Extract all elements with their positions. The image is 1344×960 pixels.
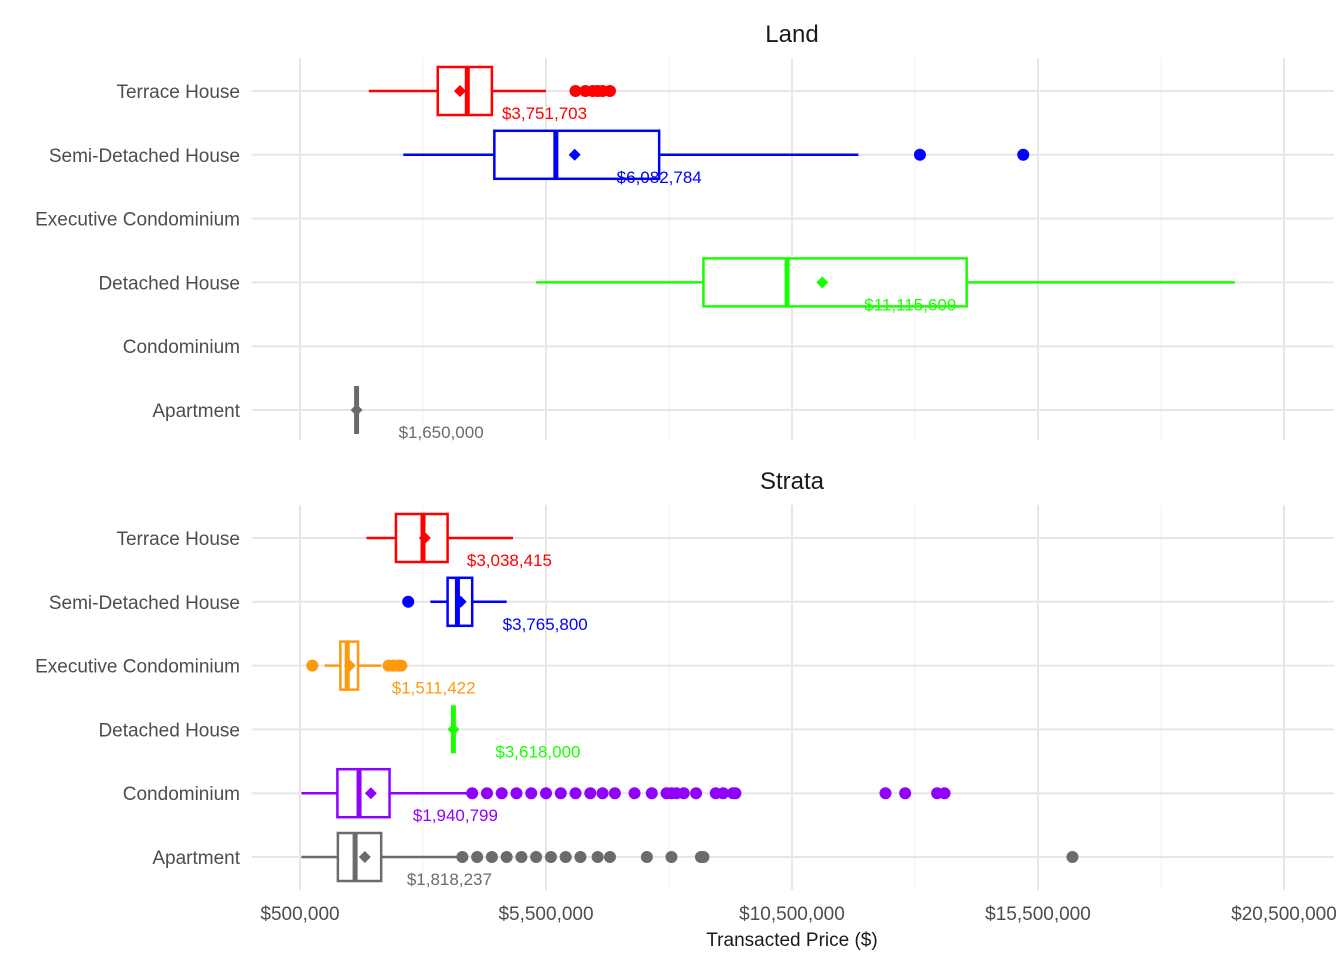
y-tick-label: Apartment — [152, 848, 240, 869]
outlier-point — [466, 787, 479, 800]
outlier-point — [495, 787, 508, 800]
mean-label: $3,751,703 — [502, 104, 587, 123]
mean-label: $6,082,784 — [617, 168, 702, 187]
box-condominium: $1,940,799 — [301, 767, 951, 825]
outlier-point — [690, 787, 703, 800]
outlier-point — [591, 851, 604, 863]
outlier-point — [640, 851, 653, 863]
y-tick-label: Terrace House — [116, 529, 240, 550]
x-tick-label: $500,000 — [260, 904, 339, 925]
box-apartment: $1,818,237 — [301, 831, 1079, 889]
facet-strata: Terrace House Semi-Detached House Executiv… — [35, 468, 1334, 890]
mean-label: $3,618,000 — [495, 742, 580, 761]
y-tick-label: Detached House — [98, 273, 240, 294]
outlier-point — [677, 787, 690, 800]
outlier-point — [628, 787, 641, 800]
outlier-point — [525, 787, 538, 800]
y-tick-label: Semi-Detached House — [49, 593, 240, 614]
y-tick-label: Executive Condominium — [35, 657, 240, 678]
mean-marker — [453, 85, 466, 97]
iqr-box — [336, 767, 391, 819]
outlier-point — [879, 787, 892, 800]
mean-marker — [568, 148, 581, 161]
y-tick-label: Executive Condominium — [35, 210, 240, 231]
outlier-point — [717, 787, 730, 800]
outlier-point — [395, 659, 408, 672]
outlier-point — [938, 787, 951, 800]
outlier-point — [603, 851, 616, 863]
y-tick-label: Terrace House — [116, 82, 240, 103]
x-tick-label: $10,500,000 — [739, 904, 845, 925]
box-apartment: $1,650,000 — [350, 386, 484, 442]
outlier-point — [510, 787, 523, 800]
mean-marker — [350, 404, 363, 416]
y-tick-label: Detached House — [98, 720, 240, 741]
outlier-point — [530, 851, 543, 863]
mean-marker — [364, 787, 377, 800]
outlier-point — [480, 787, 493, 800]
outlier-point — [729, 787, 742, 800]
mean-label: $3,038,415 — [467, 551, 552, 570]
outlier-point — [569, 85, 582, 97]
mean-marker — [343, 659, 356, 672]
outlier-point — [456, 851, 469, 863]
outlier-point — [645, 787, 658, 800]
facet-land: Terrace House Semi-Detached House Executiv… — [35, 21, 1334, 442]
mean-label: $11,115,609 — [864, 295, 956, 314]
outlier-point — [515, 851, 528, 863]
y-tick-label: Apartment — [152, 401, 240, 422]
box-detached-house: $3,618,000 — [447, 705, 580, 761]
box-terrace-house: $3,751,703 — [368, 65, 616, 123]
iqr-box — [336, 831, 383, 883]
box-terrace-house: $3,038,415 — [366, 512, 552, 570]
outlier-point — [402, 595, 415, 608]
outlier-point — [471, 851, 484, 863]
box-semi-detached-house: $3,765,800 — [402, 576, 588, 634]
outlier-point — [665, 851, 678, 863]
mean-marker — [816, 276, 829, 289]
outlier-point — [574, 851, 587, 863]
mean-label: $1,818,237 — [407, 870, 492, 889]
x-axis-title: Transacted Price ($) — [706, 930, 877, 951]
outlier-point — [559, 851, 572, 863]
mean-label: $3,765,800 — [503, 615, 588, 634]
outlier-point — [584, 787, 597, 800]
outlier-point — [697, 851, 710, 863]
outlier-point — [1066, 851, 1079, 863]
outlier-point — [569, 787, 582, 800]
outlier-point — [913, 148, 926, 161]
facet-title: Land — [765, 21, 818, 48]
mean-marker — [418, 532, 431, 544]
outlier-point — [540, 787, 552, 800]
outlier-point — [544, 851, 557, 863]
outlier-point — [596, 787, 609, 800]
y-tick-label: Condominium — [123, 784, 240, 805]
x-tick-label: $5,500,000 — [498, 904, 593, 925]
outlier-point — [306, 659, 319, 672]
mean-marker — [358, 851, 371, 863]
mean-label: $1,511,422 — [392, 679, 476, 698]
mean-marker — [447, 723, 460, 736]
box-executive-condominium: $1,511,422 — [306, 640, 476, 698]
facet-title: Strata — [760, 468, 825, 495]
mean-label: $1,650,000 — [399, 423, 484, 442]
x-tick-label: $20,500,000 — [1231, 904, 1337, 925]
y-tick-label: Condominium — [123, 337, 240, 358]
outlier-point — [554, 787, 567, 800]
mean-marker — [454, 595, 467, 608]
outlier-point — [485, 851, 498, 863]
outlier-point — [1017, 148, 1030, 161]
outlier-point — [500, 851, 513, 863]
box-detached-house: $11,115,609 — [536, 257, 1235, 314]
y-tick-label: Semi-Detached House — [49, 146, 240, 167]
outlier-point — [608, 787, 621, 800]
x-tick-label: $15,500,000 — [985, 904, 1091, 925]
box-semi-detached-house: $6,082,784 — [403, 129, 1030, 187]
outlier-point — [603, 85, 616, 97]
iqr-box — [702, 257, 968, 308]
outlier-point — [899, 787, 912, 800]
mean-label: $1,940,799 — [413, 806, 498, 825]
